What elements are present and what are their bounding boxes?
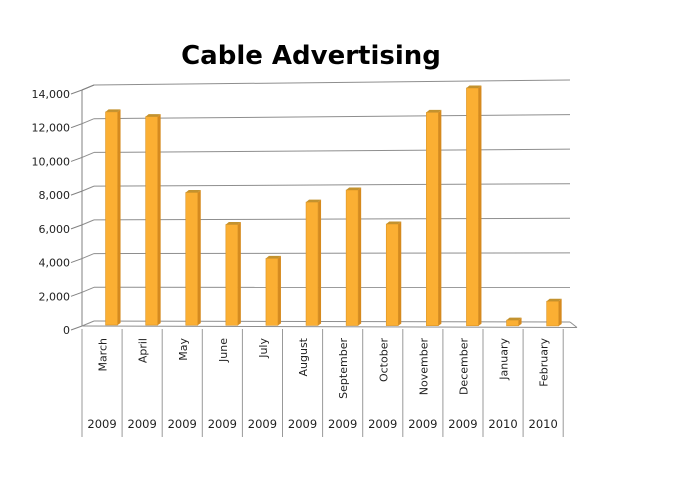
bar-december-2009 [466, 87, 479, 327]
bar-november-2009-side [438, 109, 442, 326]
year-label: 2009 [128, 417, 157, 431]
bar-december-2009-cap [466, 85, 482, 89]
y-axis-tick [70, 156, 83, 162]
y-gridline [93, 217, 571, 221]
y-axis-label: 0 [63, 324, 70, 337]
year-label: 2010 [488, 417, 517, 431]
y-gridline [93, 252, 571, 255]
bar-september-2009-side [358, 187, 362, 326]
y-axis-label: 10,000 [32, 155, 71, 168]
year-label: 2009 [448, 417, 477, 431]
y-gridline-connector [81, 320, 95, 327]
y-axis-label: 2,000 [39, 290, 71, 303]
year-label: 2009 [368, 417, 397, 431]
bar-november-2009 [426, 112, 439, 326]
bar-june-2009-side [237, 222, 241, 326]
y-axis-tick [70, 291, 83, 297]
top-depth-edge [81, 84, 95, 91]
bar-april-2009-side [157, 114, 161, 326]
month-label: December [457, 338, 470, 396]
year-label: 2009 [408, 417, 437, 431]
year-label: 2009 [168, 417, 197, 431]
bar-september-2009-cap [346, 187, 362, 190]
y-gridline [93, 114, 571, 120]
bar-october-2009-side [398, 221, 402, 326]
bar-february-2010-side [558, 298, 562, 326]
bar-august-2009-side [318, 199, 322, 326]
month-label: July [257, 338, 270, 359]
bar-march-2009-side [117, 109, 121, 326]
y-axis-label: 8,000 [39, 189, 71, 202]
bar-october-2009 [385, 223, 399, 326]
bar-january-2010 [506, 319, 519, 327]
bar-august-2009-cap [306, 199, 322, 203]
y-axis-tick [70, 224, 83, 230]
month-label: April [137, 338, 150, 363]
y-gridline [93, 183, 571, 187]
year-label: 2009 [288, 417, 317, 431]
y-gridline-connector [81, 151, 95, 158]
chart-title: Cable Advertising [181, 41, 441, 71]
y-axis-tick [70, 190, 83, 196]
floor-corner-edge [569, 321, 578, 328]
y-axis-tick [70, 258, 83, 264]
month-label: February [538, 338, 551, 387]
y-gridline-connector [81, 118, 95, 125]
year-label: 2009 [208, 417, 237, 431]
bar-april-2009 [145, 116, 158, 326]
bar-october-2009-cap [386, 221, 402, 225]
y-gridline-connector [81, 286, 95, 293]
month-label: March [97, 338, 110, 372]
bar-january-2010-cap [506, 317, 522, 321]
bar-may-2009-side [197, 189, 201, 326]
y-axis-label: 6,000 [39, 223, 71, 236]
year-label: 2009 [248, 417, 277, 431]
bar-december-2009-side [478, 85, 482, 326]
floor-front-edge [81, 325, 578, 328]
bar-september-2009 [345, 189, 359, 326]
bar-july-2009 [265, 258, 279, 326]
y-axis-label: 14,000 [32, 88, 71, 101]
y-gridline-connector [81, 219, 95, 226]
y-gridline [93, 320, 571, 323]
month-label: January [498, 338, 511, 381]
y-gridline-connector [81, 185, 95, 192]
month-label: May [177, 338, 190, 361]
year-label: 2009 [87, 417, 116, 431]
year-label: 2010 [529, 417, 558, 431]
bar-may-2009 [185, 192, 199, 326]
bar-july-2009-cap [265, 255, 281, 259]
y-gridline-connector [81, 253, 95, 260]
bar-june-2009-cap [225, 222, 241, 225]
bar-april-2009-cap [145, 114, 161, 117]
bar-july-2009-side [277, 255, 281, 326]
bar-march-2009-cap [105, 109, 121, 112]
y-axis-tick [70, 325, 83, 331]
bar-january-2010-side [518, 317, 522, 326]
y-axis-label: 4,000 [39, 257, 71, 270]
bar-august-2009 [305, 201, 319, 326]
y-axis-tick [70, 123, 83, 129]
y-gridline [93, 79, 571, 86]
y-axis-tick [70, 89, 83, 95]
y-axis-label: 12,000 [32, 122, 71, 135]
bar-march-2009 [105, 111, 118, 326]
month-label: September [337, 338, 350, 399]
month-label: November [417, 338, 430, 396]
month-label: October [377, 338, 390, 382]
plot-area: 0 2,000 4,000 6,000 8,000 10,000 12,000 14,000 M… [32, 79, 578, 437]
y-gridline [93, 148, 571, 153]
month-label: August [297, 337, 310, 376]
year-label: 2009 [328, 417, 357, 431]
bar-february-2010-cap [546, 298, 562, 302]
bar-june-2009 [225, 224, 239, 326]
bar-november-2009-cap [426, 109, 442, 113]
month-label: June [217, 338, 230, 363]
bar-february-2010 [546, 300, 559, 327]
bar-may-2009-cap [185, 189, 201, 193]
